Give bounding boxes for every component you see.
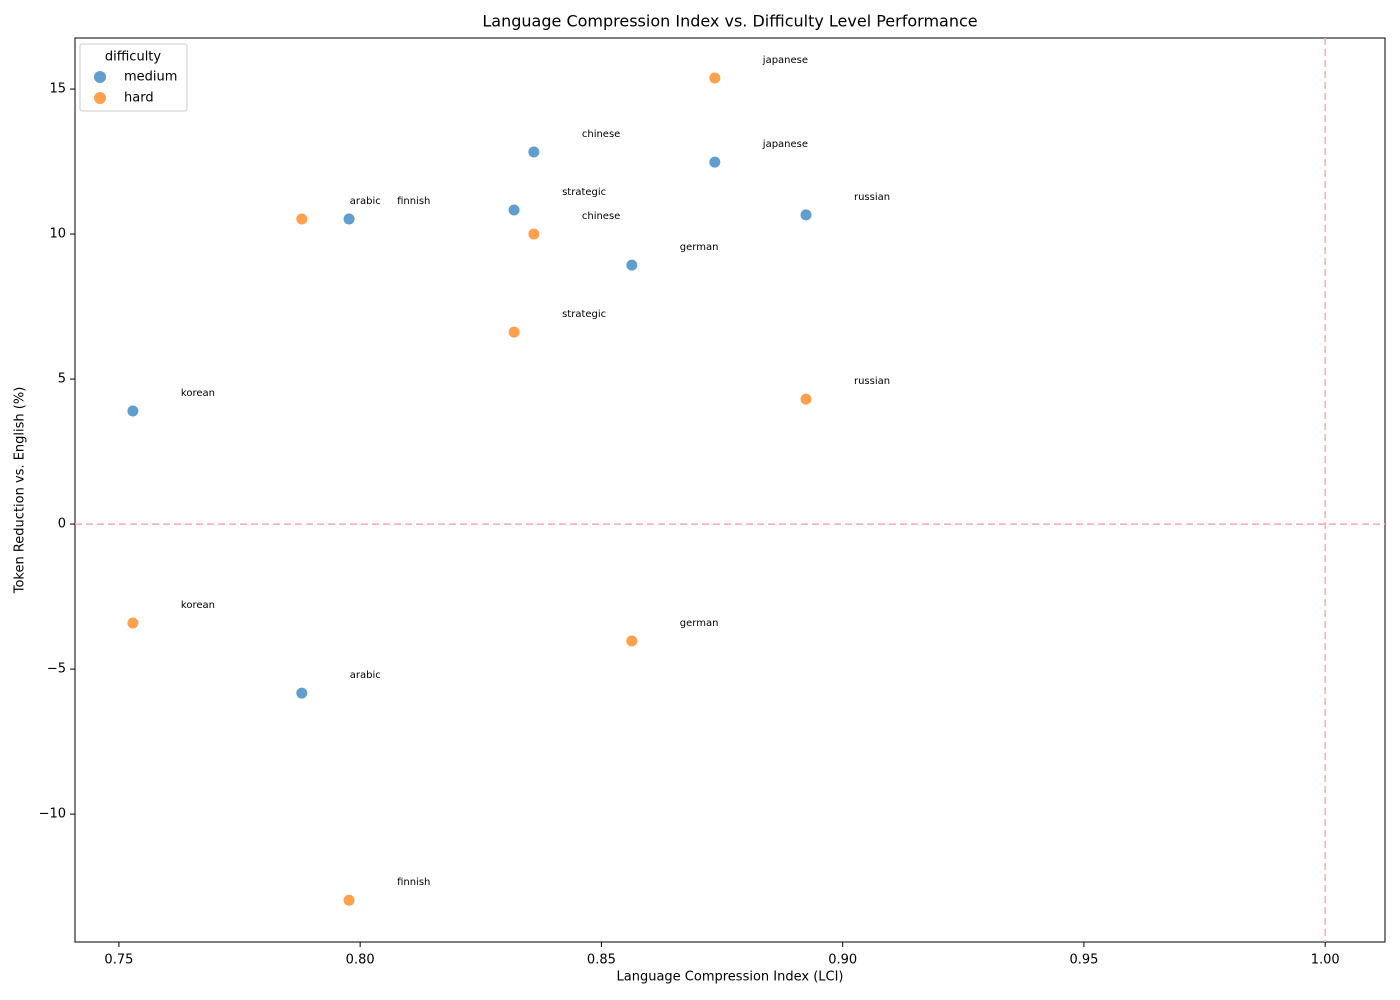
y-axis-label: Token Reduction vs. English (%) [13, 387, 28, 595]
plot-frame [74, 37, 1386, 943]
legend-label: hard [124, 91, 154, 106]
point-label: korean [181, 600, 215, 611]
y-tick-label: 10 [49, 227, 66, 242]
point-label: finnish [397, 196, 430, 207]
point-label: korean [181, 388, 215, 399]
point-label: chinese [582, 211, 620, 222]
point [708, 71, 722, 85]
x-tick-label: 0.95 [1069, 953, 1098, 968]
point [507, 325, 521, 339]
point [295, 212, 309, 226]
point [342, 893, 356, 907]
y-tick-label: 0 [58, 517, 66, 532]
point-label: japanese [762, 55, 808, 66]
point [799, 392, 813, 406]
point-label: finnish [397, 877, 430, 888]
legend-marker [94, 71, 106, 83]
point-label: japanese [762, 139, 808, 150]
point [126, 404, 140, 418]
point [527, 145, 541, 159]
point-label: german [680, 618, 719, 629]
point [625, 258, 639, 272]
point [295, 686, 309, 700]
point [342, 212, 356, 226]
legend-label: medium [124, 70, 177, 85]
x-tick-label: 0.90 [828, 953, 857, 968]
legend-marker [94, 92, 106, 104]
point [126, 616, 140, 630]
point-label: german [680, 242, 719, 253]
point-label: arabic [350, 670, 381, 681]
point [799, 208, 813, 222]
y-tick-label: 5 [58, 372, 66, 387]
y-tick-label: −5 [47, 662, 66, 677]
point [507, 203, 521, 217]
point [625, 634, 639, 648]
point-label: russian [854, 192, 890, 203]
point-label: strategic [562, 309, 606, 320]
y-tick-label: −10 [39, 807, 66, 822]
point [527, 227, 541, 241]
point-label: russian [854, 376, 890, 387]
point-label: chinese [582, 129, 620, 140]
point [708, 155, 722, 169]
point-label: arabic [350, 196, 381, 207]
chart-title: Language Compression Index vs. Difficult… [482, 12, 977, 31]
x-tick-label: 1.00 [1311, 953, 1340, 968]
point-label: strategic [562, 187, 606, 198]
y-tick-label: 15 [49, 82, 66, 97]
legend-box [79, 43, 188, 112]
x-tick-label: 0.80 [346, 953, 375, 968]
x-tick-label: 0.85 [587, 953, 616, 968]
legend-title: difficulty [105, 50, 162, 65]
x-axis-label: Language Compression Index (LCI) [617, 970, 844, 985]
x-tick-label: 0.75 [104, 953, 133, 968]
